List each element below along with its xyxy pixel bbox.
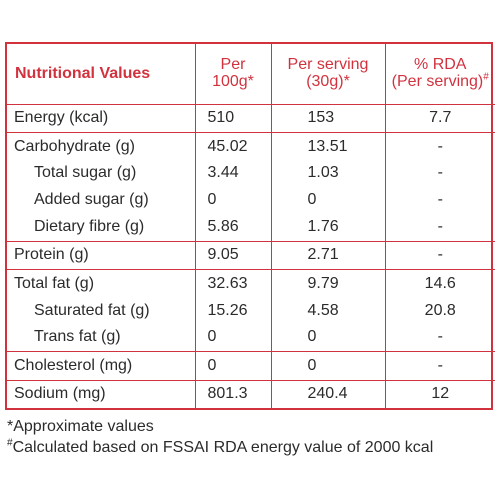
row-label: Cholesterol (mg) — [7, 351, 196, 381]
table-row-cholesterol: Cholesterol (mg) 0 0 - — [7, 351, 495, 381]
value-per-serving: 240.4 — [270, 379, 386, 408]
value-per-serving: 2.71 — [270, 241, 386, 271]
row-label: Sodium (mg) — [7, 379, 196, 408]
footnote-rda-text: Calculated based on FSSAI RDA energy val… — [12, 439, 434, 456]
table-row-saturated-fat: Saturated fat (g) 15.26 4.58 20.8 — [7, 297, 495, 325]
value-per-serving: 1.03 — [270, 160, 386, 188]
value-per-100g: 510 — [194, 103, 272, 134]
value-rda: - — [384, 214, 495, 243]
value-rda: 7.7 — [384, 103, 495, 134]
row-label: Added sugar (g) — [7, 187, 196, 215]
header-per-serving: Per serving (30g)* — [270, 44, 386, 105]
value-rda: 12 — [384, 379, 495, 408]
header-per-serving-line1: Per serving — [287, 56, 369, 74]
value-per-100g: 801.3 — [194, 379, 272, 408]
value-rda: - — [384, 351, 495, 381]
header-per-100g-line2: 100g* — [196, 73, 270, 91]
footnote-approximate-text: Approximate values — [13, 418, 154, 435]
header-per-serving-mark: * — [343, 73, 350, 90]
footnotes: *Approximate values #Calculated based on… — [7, 416, 497, 458]
table-row-added-sugar: Added sugar (g) 0 0 - — [7, 187, 495, 215]
value-per-serving: 0 — [270, 351, 386, 381]
footnote-rda: #Calculated based on FSSAI RDA energy va… — [7, 437, 497, 458]
header-per-serving-unit: (30g) — [306, 73, 344, 90]
row-label: Carbohydrate (g) — [7, 132, 196, 161]
value-rda: 20.8 — [384, 297, 495, 325]
row-label: Trans fat (g) — [7, 324, 196, 353]
table-row-protein: Protein (g) 9.05 2.71 - — [7, 241, 495, 271]
header-per-serving-line2: (30g)* — [272, 73, 384, 91]
row-label: Dietary fibre (g) — [7, 214, 196, 243]
row-label: Energy (kcal) — [7, 103, 196, 134]
footnote-rda-mark: # — [7, 437, 13, 449]
value-per-serving: 13.51 — [270, 132, 386, 161]
header-per-100g-unit: 100g — [212, 73, 248, 90]
value-rda: 14.6 — [384, 269, 495, 298]
table-row-dietary-fibre: Dietary fibre (g) 5.86 1.76 - — [7, 214, 495, 243]
table-header-row: Nutritional Values Per 100g* Per serving… — [7, 44, 495, 105]
value-rda: - — [384, 241, 495, 271]
value-rda: - — [384, 160, 495, 188]
value-per-100g: 15.26 — [194, 297, 272, 325]
header-rda-unit: (Per serving) — [391, 73, 484, 90]
value-per-serving: 4.58 — [270, 297, 386, 325]
value-rda: - — [384, 324, 495, 353]
value-rda: - — [384, 187, 495, 215]
value-per-100g: 0 — [194, 351, 272, 381]
value-per-100g: 5.86 — [194, 214, 272, 243]
row-label: Total fat (g) — [7, 269, 196, 298]
row-label: Total sugar (g) — [7, 160, 196, 188]
value-per-100g: 0 — [194, 187, 272, 215]
header-rda: % RDA (Per serving)# — [384, 44, 495, 105]
table-row-trans-fat: Trans fat (g) 0 0 - — [7, 324, 495, 353]
value-per-100g: 0 — [194, 324, 272, 353]
table-row-carbohydrate: Carbohydrate (g) 45.02 13.51 - — [7, 132, 495, 161]
table-title: Nutritional Values — [7, 44, 196, 105]
header-per-100g: Per 100g* — [194, 44, 272, 105]
footnote-approximate-mark: * — [7, 418, 14, 435]
header-per-100g-line1: Per — [220, 56, 246, 74]
value-per-serving: 153 — [270, 103, 386, 134]
value-per-serving: 1.76 — [270, 214, 386, 243]
nutrition-table: Nutritional Values Per 100g* Per serving… — [7, 44, 495, 408]
header-rda-line2: (Per serving)# — [386, 71, 495, 91]
table-row-sodium: Sodium (mg) 801.3 240.4 12 — [7, 379, 495, 408]
value-per-serving: 0 — [270, 324, 386, 353]
value-per-100g: 32.63 — [194, 269, 272, 298]
value-per-100g: 3.44 — [194, 160, 272, 188]
table-row-total-fat: Total fat (g) 32.63 9.79 14.6 — [7, 269, 495, 298]
row-label: Saturated fat (g) — [7, 297, 196, 325]
value-per-serving: 9.79 — [270, 269, 386, 298]
header-per-100g-mark: * — [247, 73, 254, 90]
value-per-100g: 45.02 — [194, 132, 272, 161]
value-per-serving: 0 — [270, 187, 386, 215]
footnote-approximate: *Approximate values — [7, 416, 497, 437]
value-rda: - — [384, 132, 495, 161]
table-row-total-sugar: Total sugar (g) 3.44 1.03 - — [7, 160, 495, 188]
header-rda-line1: % RDA — [414, 56, 467, 74]
value-per-100g: 9.05 — [194, 241, 272, 271]
table-row-energy: Energy (kcal) 510 153 7.7 — [7, 103, 495, 134]
row-label: Protein (g) — [7, 241, 196, 271]
header-rda-mark: # — [483, 71, 489, 83]
nutrition-table-panel: Nutritional Values Per 100g* Per serving… — [5, 42, 495, 410]
